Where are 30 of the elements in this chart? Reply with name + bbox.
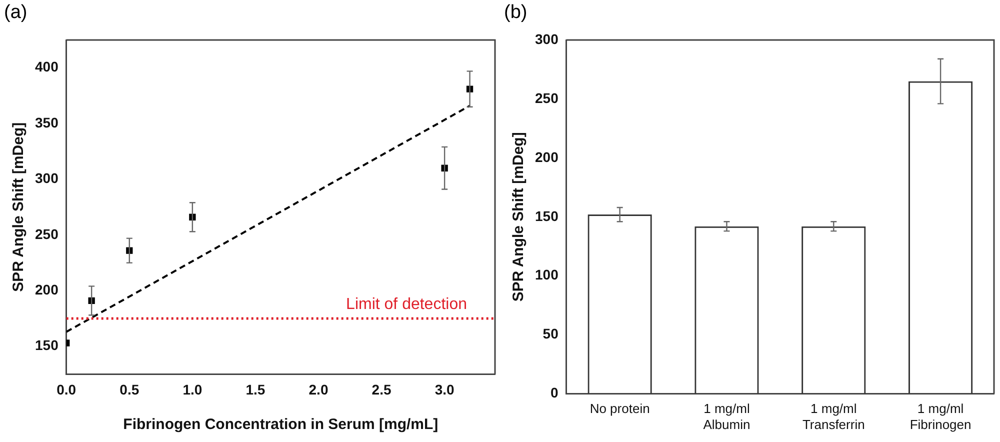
y-tick-label: 150: [535, 208, 559, 224]
y-tick-label: 350: [35, 114, 59, 130]
y-tick-label: 300: [35, 170, 59, 186]
x-tick-label: 0.5: [120, 381, 140, 398]
y-tick-label: 150: [35, 337, 59, 354]
y-tick-label: 200: [535, 148, 559, 165]
text: (a): [4, 2, 28, 24]
text: (b): [504, 2, 528, 24]
y-axis-title: SPR Angle Shift [mDeg]: [10, 122, 28, 292]
y-tick-label: 400: [35, 58, 59, 75]
x-tick-label: 3.0: [434, 381, 455, 398]
x-tick-label: 1.5: [246, 381, 266, 398]
y-tick-label: 0: [550, 384, 559, 401]
x-tick-label: 1 mg/ml Fibrinogen: [910, 401, 972, 432]
x-tick-label: 1 mg/ml Albumin: [703, 401, 750, 432]
x-tick-label: 2.5: [372, 381, 392, 398]
y-tick-label: 200: [35, 282, 59, 298]
y-tick-label: 250: [535, 90, 559, 106]
x-tick-label: 2.0: [308, 381, 328, 398]
x-tick-label: No protein: [590, 401, 650, 416]
y-axis-title: SPR Angle Shift [mDeg]: [510, 132, 528, 302]
ref-line-label: Limit of detection: [346, 296, 467, 313]
x-tick-label: 1.0: [182, 381, 202, 398]
y-tick-label: 250: [35, 226, 59, 242]
y-tick-label: 300: [535, 30, 559, 47]
y-tick-label: 50: [542, 326, 559, 342]
x-tick-label: 1 mg/ml Transferrin: [802, 401, 865, 432]
x-tick-label: 0.0: [56, 381, 76, 398]
x-axis-title: Fibrinogen Concentration in Serum [mg/mL]: [123, 416, 438, 434]
y-tick-label: 100: [535, 266, 559, 283]
